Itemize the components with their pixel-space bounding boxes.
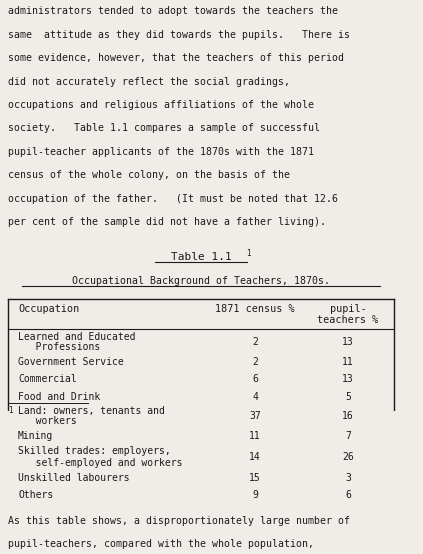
Text: Others: Others: [18, 490, 53, 500]
Text: 37: 37: [249, 411, 261, 421]
Text: census of the whole colony, on the basis of the: census of the whole colony, on the basis…: [8, 170, 290, 180]
Text: Mining: Mining: [18, 431, 53, 441]
Text: Unskilled labourers: Unskilled labourers: [18, 473, 130, 483]
Text: occupations and religious affiliations of the whole: occupations and religious affiliations o…: [8, 100, 314, 110]
Text: 9: 9: [252, 490, 258, 500]
Text: As this table shows, a disproportionately large number of: As this table shows, a disproportionatel…: [8, 516, 350, 526]
Text: 26: 26: [342, 452, 354, 462]
Text: same  attitude as they did towards the pupils.   There is: same attitude as they did towards the pu…: [8, 29, 350, 40]
Text: Commercial: Commercial: [18, 375, 77, 384]
Text: 13: 13: [342, 375, 354, 384]
Text: Government Service: Government Service: [18, 357, 124, 367]
Text: pupil-teachers, compared with the whole population,: pupil-teachers, compared with the whole …: [8, 539, 314, 549]
Text: administrators tended to adopt towards the teachers the: administrators tended to adopt towards t…: [8, 6, 338, 16]
Text: pupil-
teachers %: pupil- teachers %: [317, 304, 379, 325]
Text: 2: 2: [252, 337, 258, 347]
Text: 11: 11: [249, 431, 261, 441]
Text: 2: 2: [252, 357, 258, 367]
Text: Land: owners, tenants and: Land: owners, tenants and: [18, 406, 165, 416]
Text: occupation of the father.   (It must be noted that 12.6: occupation of the father. (It must be no…: [8, 194, 338, 204]
Text: 14: 14: [249, 452, 261, 462]
Text: did not accurately reflect the social gradings,: did not accurately reflect the social gr…: [8, 76, 290, 86]
Text: Skilled trades: employers,: Skilled trades: employers,: [18, 447, 171, 456]
Text: 4: 4: [252, 392, 258, 402]
Text: Occupation: Occupation: [18, 304, 80, 314]
Text: 1: 1: [8, 406, 13, 414]
Text: pupil-teacher applicants of the 1870s with the 1871: pupil-teacher applicants of the 1870s wi…: [8, 147, 314, 157]
Text: Occupational Background of Teachers, 1870s.: Occupational Background of Teachers, 187…: [72, 276, 330, 286]
Text: 1: 1: [246, 249, 251, 258]
Text: 7: 7: [345, 431, 351, 441]
Text: Table 1.1: Table 1.1: [171, 252, 231, 262]
Text: workers: workers: [18, 417, 77, 427]
Text: per cent of the sample did not have a father living).: per cent of the sample did not have a fa…: [8, 217, 326, 227]
Text: 16: 16: [342, 411, 354, 421]
Text: self-employed and workers: self-employed and workers: [18, 458, 183, 468]
Text: 3: 3: [345, 473, 351, 483]
Text: some evidence, however, that the teachers of this period: some evidence, however, that the teacher…: [8, 53, 344, 63]
Text: 1871 census %: 1871 census %: [215, 304, 295, 314]
Text: Learned and Educated: Learned and Educated: [18, 332, 136, 342]
Text: Food and Drink: Food and Drink: [18, 392, 100, 402]
Text: 6: 6: [252, 375, 258, 384]
Text: 5: 5: [345, 392, 351, 402]
Text: 6: 6: [345, 490, 351, 500]
Text: society.   Table 1.1 compares a sample of successful: society. Table 1.1 compares a sample of …: [8, 124, 320, 134]
Text: 13: 13: [342, 337, 354, 347]
Text: 15: 15: [249, 473, 261, 483]
Text: Professions: Professions: [18, 342, 100, 352]
Text: 11: 11: [342, 357, 354, 367]
